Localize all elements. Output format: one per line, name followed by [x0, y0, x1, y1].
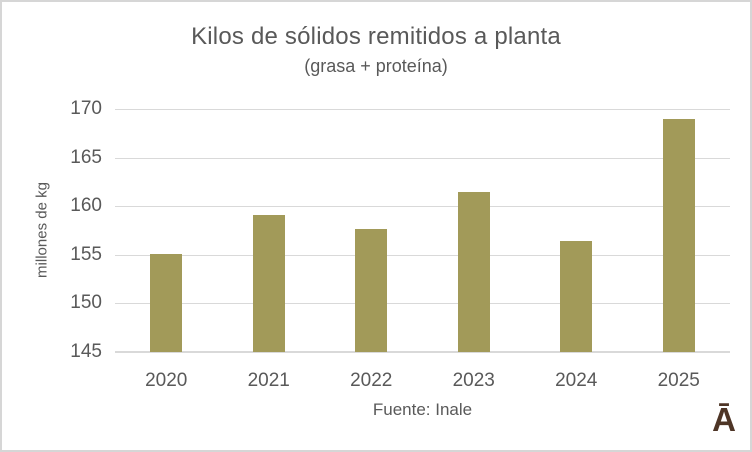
x-tick-label-2022: 2022 — [350, 370, 393, 391]
y-tick-label: 155 — [70, 243, 102, 265]
y-tick-label: 165 — [70, 146, 102, 168]
bar-2022 — [355, 228, 388, 352]
gridline — [115, 157, 730, 159]
gridline — [115, 109, 730, 110]
gridline — [115, 303, 730, 305]
chart-title: Kilos de sólidos remitidos a planta — [191, 23, 561, 50]
x-tick-label-2025: 2025 — [657, 370, 700, 391]
x-tick-label-2024: 2024 — [555, 370, 598, 391]
bar-2025 — [662, 118, 695, 352]
bar-2020 — [150, 253, 183, 352]
bar-2023 — [457, 191, 490, 352]
x-tick-label-2023: 2023 — [452, 370, 495, 391]
chart-subtitle: (grasa + proteína) — [304, 56, 448, 76]
x-tick-label-2020: 2020 — [145, 370, 188, 391]
y-tick-label: 145 — [70, 341, 102, 362]
y-tick-label: 150 — [70, 292, 102, 314]
bar-2024 — [560, 241, 593, 352]
brand-logo-icon: Ā — [712, 401, 736, 438]
gridline — [115, 206, 730, 208]
source-caption: Fuente: Inale — [372, 400, 473, 419]
y-tick-label: 170 — [70, 98, 102, 119]
bar-2021 — [252, 214, 285, 352]
x-tick-label-2021: 2021 — [247, 370, 290, 391]
x-axis-line — [115, 351, 730, 353]
plot-area — [115, 109, 730, 353]
y-tick-label: 160 — [70, 195, 102, 217]
gridline — [115, 254, 730, 256]
